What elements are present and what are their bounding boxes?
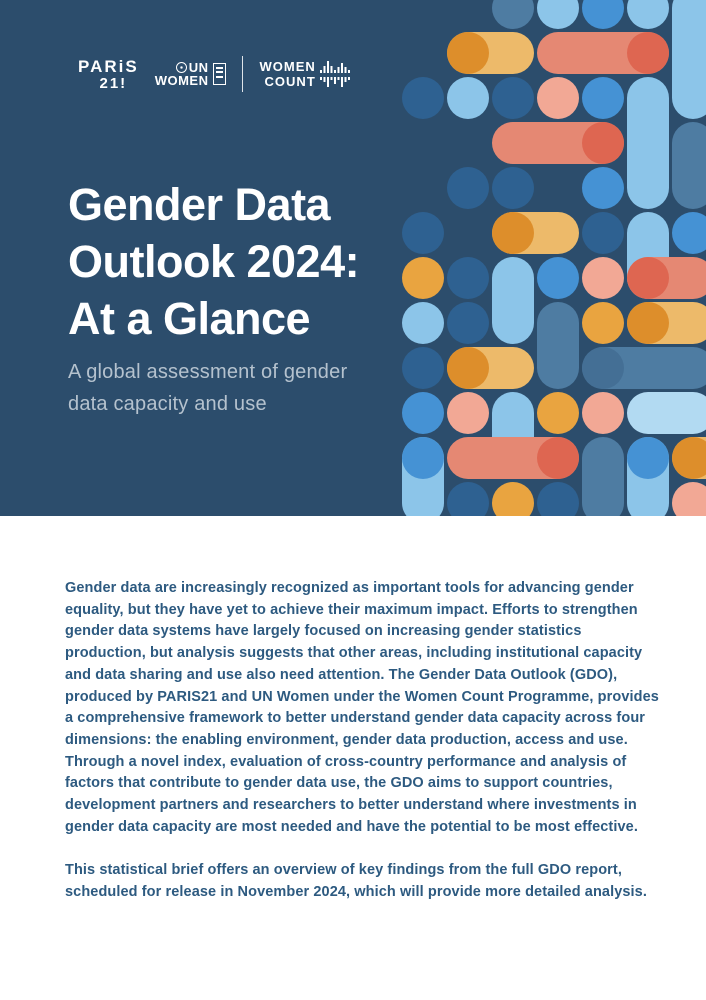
subtitle-line-1: A global assessment of gender xyxy=(68,361,348,383)
women-count-logo-line2: COUNT xyxy=(264,74,316,89)
title-line-3: At a Glance xyxy=(68,293,311,344)
brief-note-paragraph: This statistical brief offers an overvie… xyxy=(65,862,647,901)
decorative-pattern xyxy=(402,0,706,516)
un-women-logo: UN WOMEN xyxy=(155,61,227,87)
un-women-mark-icon xyxy=(213,63,227,85)
hero-section: PARiS 21! UN WOMEN WOMEN xyxy=(0,0,706,516)
women-count-logo: WOMEN COUNT xyxy=(259,59,350,89)
un-emblem-icon xyxy=(175,62,187,73)
title-line-1: Gender Data xyxy=(68,179,331,230)
page-title: Gender Data Outlook 2024: At a Glance xyxy=(68,176,360,347)
logo-row: PARiS 21! UN WOMEN WOMEN xyxy=(78,56,350,92)
un-women-logo-line2: WOMEN xyxy=(154,73,209,88)
women-count-logo-line1: WOMEN xyxy=(259,59,316,74)
subtitle-line-2: data capacity and use xyxy=(68,393,267,415)
intro-paragraph: Gender data are increasingly recognized … xyxy=(65,580,659,835)
paris21-logo-line2: 21! xyxy=(99,74,128,92)
page-subtitle: A global assessment of gender data capac… xyxy=(68,356,347,420)
paris21-logo-line1: PARiS xyxy=(78,56,139,76)
un-women-logo-line1: UN xyxy=(188,60,209,75)
equalizer-down-icon xyxy=(319,76,350,87)
logo-divider xyxy=(242,56,244,92)
paris21-logo: PARiS 21! xyxy=(78,58,139,91)
un-women-logo-text: UN WOMEN xyxy=(155,61,209,87)
equalizer-up-icon xyxy=(319,60,350,73)
body-text-section: Gender data are increasingly recognized … xyxy=(0,516,706,926)
title-line-2: Outlook 2024: xyxy=(68,236,360,287)
